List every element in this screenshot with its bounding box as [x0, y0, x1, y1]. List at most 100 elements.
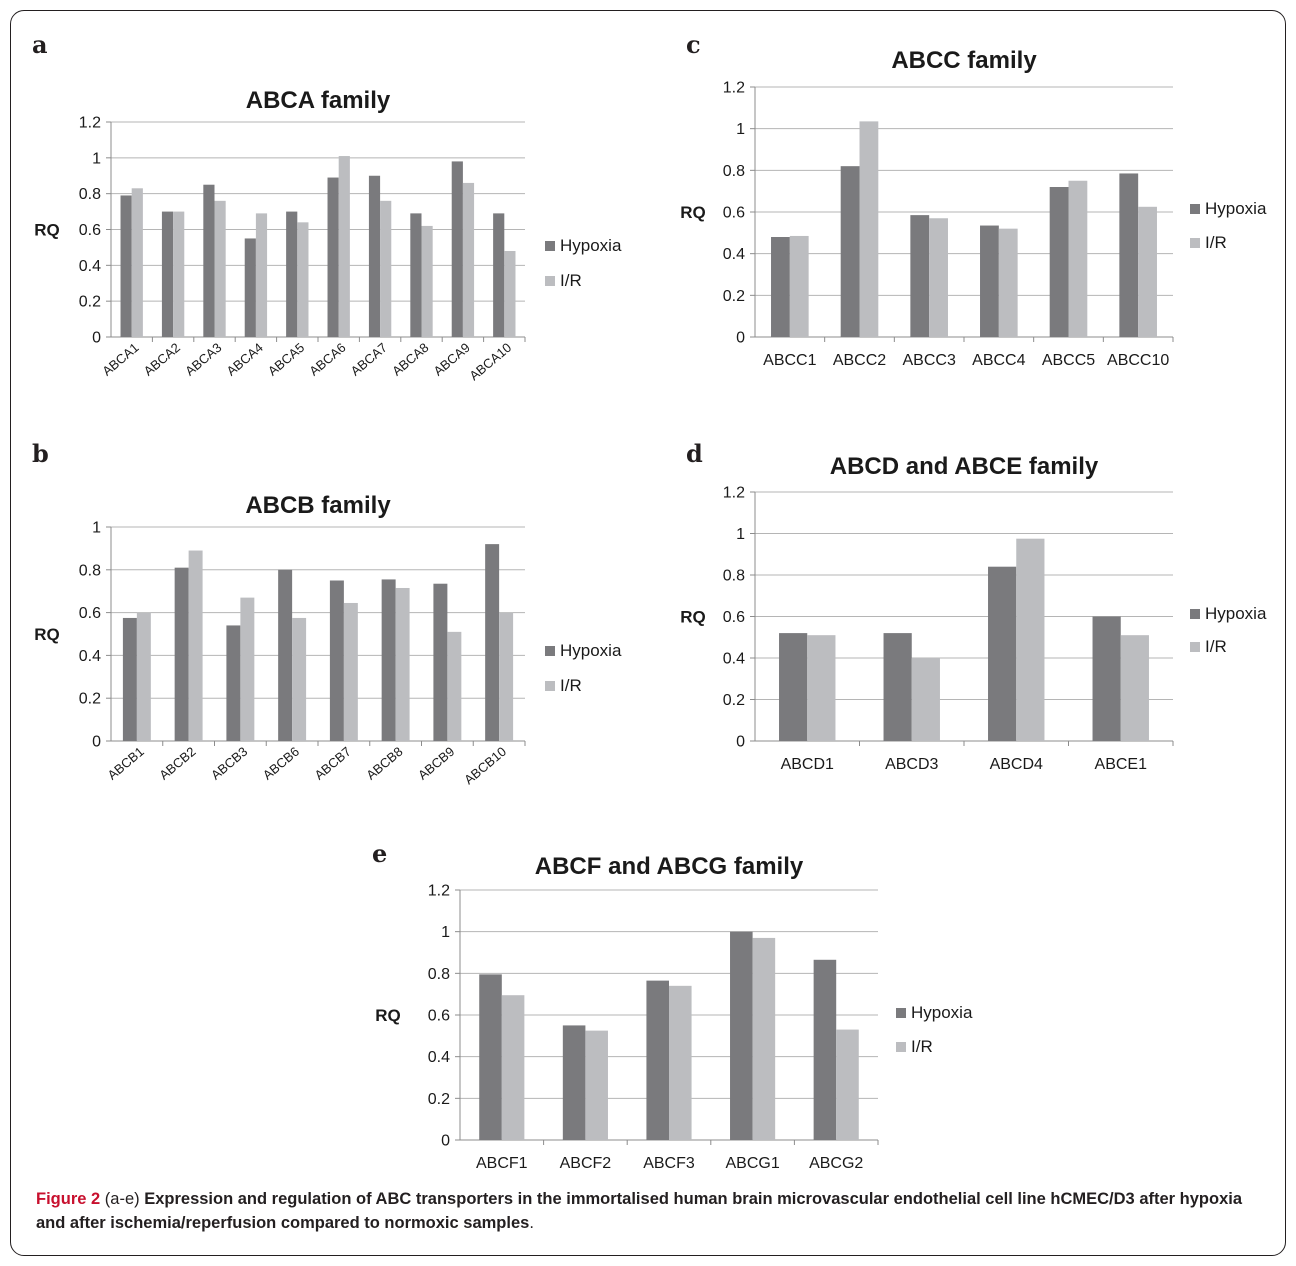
- bar-ir-d: [1016, 539, 1044, 741]
- bar-hypoxia-a: [328, 178, 339, 337]
- x-tick-label-e: ABCF2: [560, 1155, 612, 1172]
- bar-hypoxia-c: [910, 215, 929, 337]
- x-tick-label-b: ABCB6: [260, 744, 302, 783]
- x-tick-label-d: ABCE1: [1095, 756, 1148, 773]
- y-tick-label-d: 0.8: [723, 568, 745, 585]
- y-tick-label-a: 0.2: [79, 294, 101, 311]
- bar-ir-a: [422, 226, 433, 337]
- bar-ir-a: [215, 201, 226, 337]
- chart-title-c: ABCC family: [891, 47, 1037, 74]
- bar-ir-b: [240, 598, 254, 741]
- legend-label-ir-d: I/R: [1205, 637, 1227, 656]
- bar-hypoxia-a: [121, 195, 132, 337]
- x-tick-label-e: ABCG2: [809, 1155, 863, 1172]
- y-tick-label-d: 1: [736, 526, 745, 543]
- x-tick-label-a: ABCA8: [389, 340, 431, 379]
- y-tick-label-d: 0.6: [723, 609, 745, 626]
- y-tick-label-d: 0.2: [723, 692, 745, 709]
- chart-title-a: ABCA family: [246, 87, 391, 114]
- y-tick-label-b: 0: [92, 734, 101, 751]
- y-axis-label-d: RQ: [680, 608, 706, 627]
- y-tick-label-b: 0.4: [79, 648, 101, 665]
- bar-hypoxia-a: [452, 161, 463, 337]
- x-tick-label-d: ABCD3: [885, 756, 938, 773]
- legend-swatch-hypoxia-e: [896, 1008, 906, 1018]
- bar-hypoxia-c: [1119, 173, 1138, 337]
- y-tick-label-c: 0.2: [723, 288, 745, 305]
- chart-title-d: ABCD and ABCE family: [830, 453, 1099, 480]
- y-tick-label-e: 1: [441, 924, 450, 941]
- legend-label-hypoxia-c: Hypoxia: [1205, 199, 1267, 218]
- x-tick-label-b: ABCB7: [311, 744, 353, 783]
- x-tick-label-c: ABCC4: [972, 352, 1025, 369]
- legend-swatch-ir-b: [545, 681, 555, 691]
- y-tick-label-e: 0.4: [428, 1049, 450, 1066]
- x-tick-label-a: ABCA1: [99, 340, 141, 379]
- bar-ir-c: [860, 121, 879, 337]
- bar-hypoxia-b: [278, 570, 292, 741]
- y-tick-label-c: 0.4: [723, 246, 745, 263]
- bar-hypoxia-d: [988, 567, 1016, 741]
- x-tick-label-a: ABCA10: [466, 340, 514, 384]
- bar-hypoxia-b: [226, 625, 240, 741]
- bar-hypoxia-c: [771, 237, 790, 337]
- bar-ir-c: [1069, 181, 1088, 337]
- legend-label-ir-e: I/R: [911, 1037, 933, 1056]
- bar-ir-b: [499, 613, 513, 741]
- bar-ir-d: [807, 635, 835, 741]
- bar-ir-a: [463, 183, 474, 337]
- y-tick-label-c: 0.8: [723, 163, 745, 180]
- bar-ir-e: [502, 995, 525, 1140]
- y-tick-label-c: 0: [736, 330, 745, 347]
- x-tick-label-b: ABCB2: [156, 744, 198, 783]
- legend-label-hypoxia-e: Hypoxia: [911, 1003, 973, 1022]
- x-tick-label-b: ABCB8: [363, 744, 405, 783]
- x-tick-label-a: ABCA7: [348, 340, 390, 379]
- bar-ir-a: [132, 188, 143, 337]
- bar-hypoxia-b: [433, 584, 447, 741]
- y-axis-label-e: RQ: [375, 1006, 401, 1025]
- bar-ir-b: [344, 603, 358, 741]
- x-tick-label-e: ABCF3: [643, 1155, 695, 1172]
- y-tick-label-c: 1.2: [723, 80, 745, 97]
- bar-hypoxia-e: [814, 960, 837, 1140]
- bar-ir-e: [669, 986, 692, 1140]
- y-tick-label-e: 1.2: [428, 883, 450, 900]
- panel-letter-c: c: [686, 30, 701, 59]
- bar-ir-a: [173, 212, 184, 337]
- x-tick-label-a: ABCA5: [265, 340, 307, 379]
- y-tick-label-a: 0: [92, 330, 101, 347]
- x-tick-label-c: ABCC2: [833, 352, 886, 369]
- bar-hypoxia-b: [382, 579, 396, 741]
- panel-letter-e: e: [372, 839, 387, 868]
- y-tick-label-e: 0.2: [428, 1091, 450, 1108]
- bar-ir-d: [912, 658, 940, 741]
- bar-hypoxia-c: [841, 166, 860, 337]
- x-tick-label-b: ABCB10: [461, 744, 509, 788]
- bar-hypoxia-a: [203, 185, 214, 337]
- bar-hypoxia-a: [369, 176, 380, 337]
- bar-ir-c: [929, 218, 948, 337]
- y-tick-label-e: 0: [441, 1133, 450, 1150]
- bar-ir-e: [836, 1030, 859, 1140]
- bar-ir-a: [380, 201, 391, 337]
- x-tick-label-a: ABCA2: [141, 340, 183, 379]
- y-tick-label-a: 0.6: [79, 222, 101, 239]
- bar-hypoxia-a: [245, 238, 256, 337]
- bar-ir-e: [753, 938, 776, 1140]
- x-tick-label-c: ABCC3: [902, 352, 955, 369]
- caption-text: Expression and regulation of ABC transpo…: [36, 1190, 1242, 1232]
- y-tick-label-d: 1.2: [723, 485, 745, 502]
- legend-swatch-hypoxia-b: [545, 646, 555, 656]
- legend-swatch-hypoxia-d: [1190, 609, 1200, 619]
- panel-letter-a: a: [32, 30, 48, 59]
- bar-hypoxia-e: [730, 932, 753, 1140]
- x-tick-label-b: ABCB1: [104, 744, 146, 783]
- bar-hypoxia-a: [162, 212, 173, 337]
- bar-hypoxia-a: [493, 213, 504, 337]
- x-tick-label-b: ABCB3: [208, 744, 250, 783]
- bar-ir-b: [137, 613, 151, 741]
- bar-ir-a: [256, 213, 267, 337]
- legend-swatch-ir-c: [1190, 238, 1200, 248]
